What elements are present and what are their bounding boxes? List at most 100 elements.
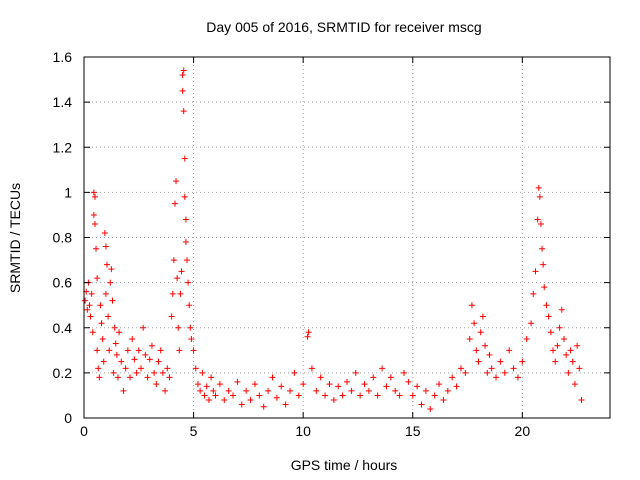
data-point — [291, 369, 298, 376]
data-point — [129, 336, 136, 343]
data-point — [414, 383, 421, 390]
data-point — [560, 336, 567, 343]
y-axis-label: SRMTID / TECUs — [7, 183, 23, 293]
data-point — [113, 351, 120, 358]
data-point — [536, 193, 543, 200]
data-point — [313, 387, 320, 394]
data-point — [530, 290, 537, 297]
data-point — [400, 369, 407, 376]
data-point — [190, 347, 197, 354]
data-point — [210, 387, 217, 394]
data-point — [169, 290, 176, 297]
data-point — [171, 200, 178, 207]
chart-title: Day 005 of 2016, SRMTID for receiver msc… — [206, 19, 481, 35]
data-point — [93, 245, 100, 252]
data-point — [212, 392, 219, 399]
data-point — [106, 347, 113, 354]
data-point — [567, 347, 574, 354]
data-point — [203, 383, 210, 390]
data-point — [578, 396, 585, 403]
data-point — [348, 387, 355, 394]
data-point — [374, 392, 381, 399]
y-tick-label: 1.2 — [53, 139, 73, 155]
data-point — [181, 193, 188, 200]
data-point — [392, 387, 399, 394]
data-point — [543, 302, 550, 309]
data-point — [479, 313, 486, 320]
data-point — [251, 381, 258, 388]
data-point — [142, 351, 149, 358]
data-point — [436, 381, 443, 388]
x-tick-label: 10 — [295, 423, 311, 439]
data-point — [427, 405, 434, 412]
data-point — [256, 392, 263, 399]
data-point — [370, 374, 377, 381]
data-point — [243, 387, 250, 394]
data-point — [238, 401, 245, 408]
data-point — [124, 347, 131, 354]
data-point — [322, 392, 329, 399]
data-point — [357, 392, 364, 399]
data-point — [547, 329, 554, 336]
data-point — [144, 374, 151, 381]
data-point — [534, 216, 541, 223]
data-point — [107, 279, 114, 286]
data-point — [506, 347, 513, 354]
data-point — [230, 392, 237, 399]
data-point — [98, 320, 105, 327]
data-point — [519, 358, 526, 365]
data-point — [462, 369, 469, 376]
data-point — [140, 324, 147, 331]
data-point — [187, 324, 194, 331]
data-point — [535, 184, 542, 191]
data-point — [137, 365, 144, 372]
grid — [84, 57, 610, 418]
data-point — [457, 365, 464, 372]
y-tick-label: 1.6 — [53, 49, 73, 65]
data-point — [405, 378, 412, 385]
data-point — [552, 358, 559, 365]
data-point — [477, 329, 484, 336]
data-point — [105, 313, 112, 320]
y-tick-labels: 0 0.2 0.4 0.6 0.8 1 1.2 1.4 1.6 — [53, 49, 73, 426]
data-point — [365, 387, 372, 394]
data-point — [317, 374, 324, 381]
data-point — [532, 268, 539, 275]
data-point — [122, 365, 129, 372]
y-tick-label: 0.2 — [53, 365, 73, 381]
data-point — [550, 347, 557, 354]
data-point — [387, 374, 394, 381]
data-point — [120, 387, 127, 394]
data-point — [91, 220, 98, 227]
data-point — [554, 342, 561, 349]
data-point — [148, 342, 155, 349]
data-point — [157, 347, 164, 354]
data-point — [194, 381, 201, 388]
data-point — [379, 365, 386, 372]
data-point — [541, 284, 548, 291]
data-point — [300, 381, 307, 388]
data-points — [82, 67, 585, 412]
data-point — [473, 347, 480, 354]
data-point — [108, 266, 115, 273]
data-point — [466, 336, 473, 343]
data-point — [265, 387, 272, 394]
data-point — [339, 392, 346, 399]
data-point — [116, 329, 123, 336]
data-point — [104, 261, 111, 268]
axis-ticks — [83, 56, 610, 419]
data-point — [234, 378, 241, 385]
y-tick-label: 0.6 — [53, 275, 73, 291]
data-point — [444, 387, 451, 394]
data-point — [185, 279, 192, 286]
data-point — [497, 358, 504, 365]
data-point — [91, 193, 98, 200]
data-point — [528, 320, 535, 327]
data-point — [94, 275, 101, 282]
data-point — [558, 306, 565, 313]
x-tick-label: 20 — [515, 423, 531, 439]
data-point — [188, 336, 195, 343]
x-tick-label: 5 — [190, 423, 198, 439]
data-point — [186, 302, 193, 309]
